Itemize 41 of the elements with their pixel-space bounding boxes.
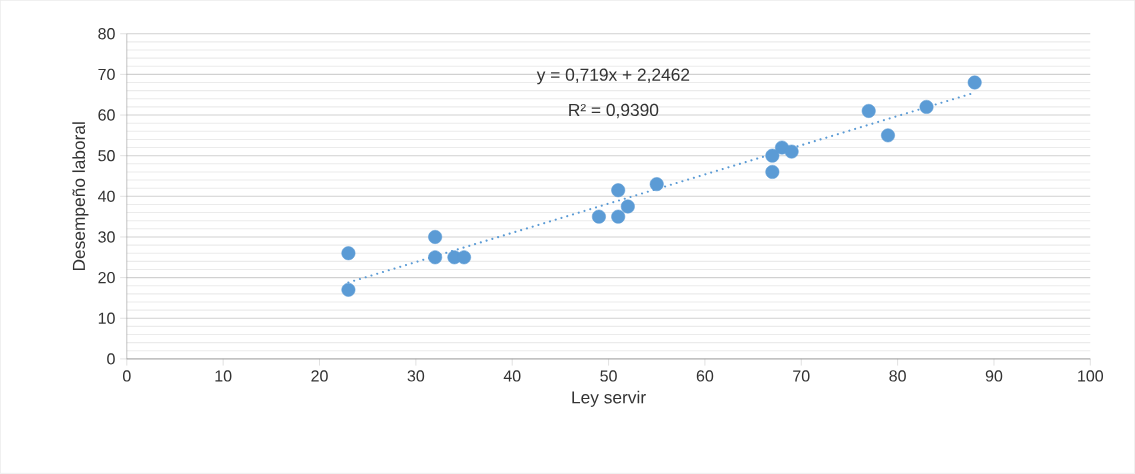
y-tick-label: 20 — [98, 272, 115, 284]
point — [620, 199, 635, 214]
point — [428, 230, 443, 245]
y-axis-title: Desempeño laboral — [72, 122, 89, 271]
point — [341, 283, 356, 297]
annotation: R² = 0,9390 — [569, 103, 659, 119]
y-tick-label: 0 — [107, 353, 115, 365]
y-tick-label: 80 — [98, 28, 115, 40]
point — [591, 209, 606, 224]
point — [967, 75, 982, 90]
point — [428, 250, 443, 265]
x-axis-title: Ley servir — [572, 390, 646, 408]
point — [881, 128, 895, 143]
x-tick-label: 30 — [407, 370, 425, 382]
point — [919, 100, 934, 114]
x-tick-label: 20 — [311, 370, 328, 382]
y-tick-label: 70 — [98, 68, 115, 81]
point — [611, 209, 626, 224]
y-tick-label: 40 — [98, 190, 115, 203]
y-tick-label: 10 — [98, 312, 115, 325]
point — [611, 183, 626, 198]
point — [341, 246, 356, 261]
y-tick-label: 60 — [98, 109, 115, 121]
point — [765, 148, 780, 163]
x-tick-label: 80 — [889, 370, 906, 382]
x-tick-label: 40 — [503, 370, 521, 382]
point — [765, 165, 780, 180]
x-tick-label: 90 — [985, 370, 1003, 382]
y-tick-label: 50 — [98, 150, 115, 162]
y-tick-label: 30 — [98, 231, 115, 243]
point — [649, 177, 664, 192]
x-tick-label: 50 — [600, 370, 617, 382]
x-tick-label: 60 — [696, 370, 714, 382]
x-tick-label: 100 — [1078, 370, 1104, 382]
x-tick-label: 70 — [793, 370, 810, 382]
x-tick-label: 0 — [122, 370, 131, 382]
point — [457, 250, 471, 265]
annotation: y = 0,719x + 2,2462 — [536, 68, 690, 85]
point — [861, 104, 876, 119]
x-tick-label: 10 — [215, 370, 232, 382]
point — [784, 144, 799, 159]
